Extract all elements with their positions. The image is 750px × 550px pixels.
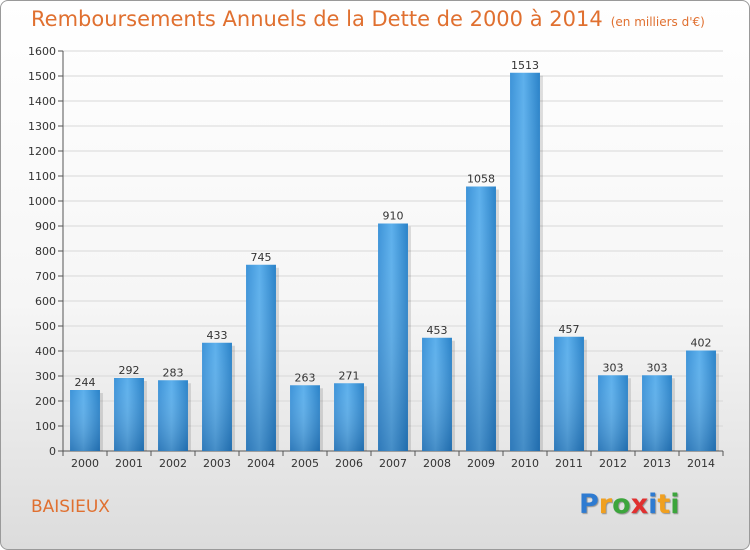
bar-shade-2014 (686, 350, 716, 451)
y-tick-label: 700 (35, 270, 56, 283)
value-label-2003: 433 (207, 329, 228, 342)
chart-title-text: Remboursements Annuels de la Dette de 20… (31, 7, 603, 31)
y-tick-label: 0 (49, 445, 56, 458)
value-label-2005: 263 (295, 371, 316, 384)
bar-shade-2006 (334, 383, 364, 451)
y-tick-label: 200 (35, 395, 56, 408)
y-tick-label: 1600 (28, 45, 56, 58)
x-tick-label-2014: 2014 (687, 457, 715, 470)
x-tick-label-2011: 2011 (555, 457, 583, 470)
x-tick-label-2007: 2007 (379, 457, 407, 470)
value-label-2001: 292 (119, 364, 140, 377)
x-tick-label-2002: 2002 (159, 457, 187, 470)
value-label-2011: 457 (559, 323, 580, 336)
x-tick-label-2005: 2005 (291, 457, 319, 470)
y-tick-label: 1200 (28, 145, 56, 158)
x-tick-label-2001: 2001 (115, 457, 143, 470)
value-label-2009: 1058 (467, 173, 495, 186)
value-label-2002: 283 (163, 366, 184, 379)
value-label-2007: 910 (383, 210, 404, 223)
y-tick-label: 1300 (28, 120, 56, 133)
y-tick-label: 1400 (28, 95, 56, 108)
bar-shade-2007 (378, 223, 408, 451)
commune-name: BAISIEUX (31, 497, 110, 517)
chart-subtitle: (en milliers d'€) (610, 15, 705, 29)
bar-shade-2002 (158, 380, 188, 451)
x-tick-label-2006: 2006 (335, 457, 363, 470)
y-tick-label: 1100 (28, 170, 56, 183)
value-label-2008: 453 (427, 324, 448, 337)
bar-shade-2011 (554, 336, 584, 451)
x-tick-label-2009: 2009 (467, 457, 495, 470)
y-tick-label: 1000 (28, 195, 56, 208)
bar-shade-2005 (290, 385, 320, 451)
x-tick-label-2003: 2003 (203, 457, 231, 470)
y-tick-label: 500 (35, 320, 56, 333)
bar-shade-2010 (510, 72, 540, 451)
chart-title: Remboursements Annuels de la Dette de 20… (31, 7, 705, 31)
y-tick-label: 800 (35, 245, 56, 258)
x-tick-label-2008: 2008 (423, 457, 451, 470)
x-tick-label-2000: 2000 (71, 457, 99, 470)
proxiti-logo: Proxiti (579, 489, 680, 520)
bar-shade-2000 (70, 390, 100, 451)
x-tick-label-2010: 2010 (511, 457, 539, 470)
bar-shade-2013 (642, 375, 672, 451)
x-tick-label-2013: 2013 (643, 457, 671, 470)
value-label-2006: 271 (339, 369, 360, 382)
y-tick-label: 1500 (28, 70, 56, 83)
bar-shade-2001 (114, 378, 144, 451)
value-label-2010: 1513 (511, 59, 539, 72)
bar-shade-2012 (598, 375, 628, 451)
bar-shade-2003 (202, 342, 232, 451)
value-label-2013: 303 (647, 361, 668, 374)
y-tick-label: 300 (35, 370, 56, 383)
value-label-2004: 745 (251, 251, 272, 264)
bar-shade-2009 (466, 186, 496, 451)
value-label-2014: 402 (691, 337, 712, 350)
bar-shade-2004 (246, 264, 276, 451)
x-tick-label-2012: 2012 (599, 457, 627, 470)
labels: 0 100 200 300 400 500 600 700 800 900 1000 1100 1200… (28, 45, 715, 470)
y-tick-label: 900 (35, 220, 56, 233)
y-tick-label: 400 (35, 345, 56, 358)
value-label-2012: 303 (603, 361, 624, 374)
y-tick-label: 600 (35, 295, 56, 308)
y-tick-label: 100 (35, 420, 56, 433)
bars (70, 72, 719, 451)
value-label-2000: 244 (75, 376, 96, 389)
bar-shade-2008 (422, 337, 452, 451)
x-tick-label-2004: 2004 (247, 457, 275, 470)
